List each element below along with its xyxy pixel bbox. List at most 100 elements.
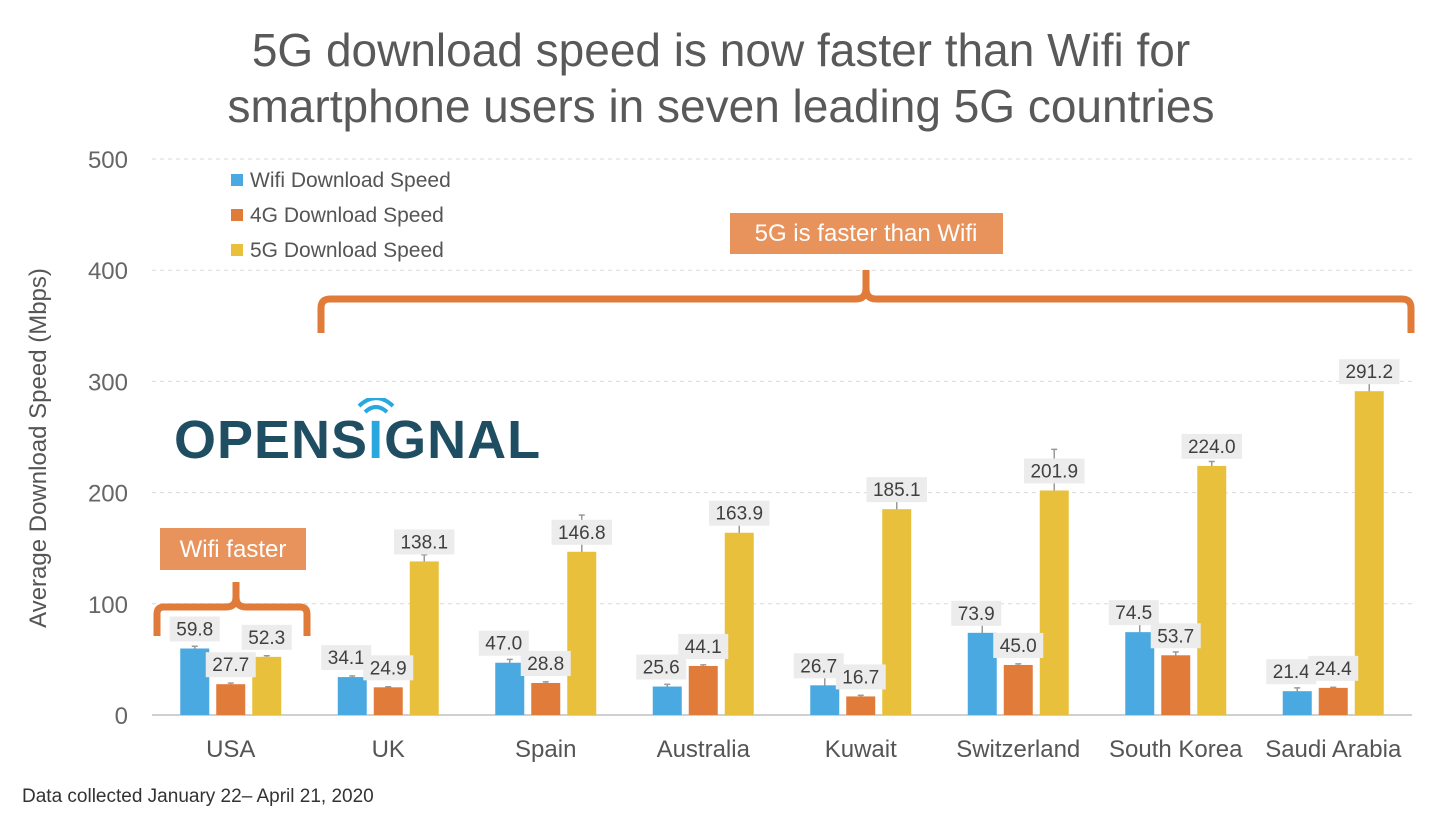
data-label: 185.1: [873, 480, 921, 501]
wifi-faster-text: Wifi faster: [180, 536, 287, 563]
data-label: 52.3: [248, 628, 285, 649]
data-label: 146.8: [558, 523, 606, 544]
data-label-bg: [636, 654, 687, 680]
logo-text: OPENSIGNAL: [174, 410, 541, 468]
data-label: 47.0: [485, 634, 522, 655]
y-tick-label: 400: [88, 258, 128, 285]
y-tick-label: 0: [115, 703, 128, 730]
chart-title-line-1: 5G download speed is now faster than Wif…: [251, 24, 1191, 76]
data-label: 21.4: [1273, 662, 1310, 683]
legend-entry: 4G Download Speed: [250, 204, 444, 227]
data-label-bg: [709, 500, 770, 526]
data-label: 24.4: [1315, 659, 1352, 680]
data-label: 163.9: [715, 504, 763, 525]
data-label-bg: [793, 653, 844, 679]
bar: [1282, 691, 1312, 715]
chart-title: 5G download speed is now faster than Wif…: [0, 22, 1442, 134]
legend-entry: 5G Download Speed: [250, 239, 444, 262]
data-label: 25.6: [643, 658, 680, 679]
x-category-label: USA: [206, 736, 255, 763]
data-label-bg: [951, 600, 1002, 626]
bar: [1039, 490, 1069, 715]
bar: [567, 551, 597, 715]
fiveg-faster-box: [730, 213, 1003, 254]
data-label: 24.9: [370, 658, 407, 679]
bar: [373, 687, 403, 715]
bar: [846, 696, 876, 715]
data-label-bg: [394, 529, 455, 555]
bar: [252, 656, 282, 715]
x-category-label: Saudi Arabia: [1265, 736, 1402, 763]
data-label-bg: [520, 650, 571, 676]
x-axis-categories: USA UK Spain Australia Kuwait Switzerland Sout…: [206, 736, 1402, 763]
bars: [180, 391, 1384, 715]
data-label: 201.9: [1030, 461, 1078, 482]
y-tick-label: 100: [88, 592, 128, 619]
data-label-bg: [205, 652, 256, 678]
bar: [216, 684, 246, 715]
bar: [652, 686, 682, 715]
data-label-bg: [478, 630, 529, 656]
x-category-label: Australia: [657, 736, 751, 763]
data-label: 224.0: [1188, 437, 1236, 458]
bar: [810, 685, 840, 715]
bar: [180, 648, 210, 715]
chart-title-line-2: smartphone users in seven leading 5G cou…: [227, 80, 1215, 132]
x-category-label: UK: [372, 736, 405, 763]
data-label-bg: [993, 632, 1044, 658]
data-label-bg: [1181, 433, 1242, 459]
wifi-faster-box: [160, 528, 306, 570]
legend-swatch: [231, 209, 243, 221]
bar: [724, 532, 754, 715]
data-label: 74.5: [1115, 603, 1152, 624]
data-label: 26.7: [800, 656, 837, 677]
bar: [1161, 655, 1191, 715]
data-label-bg: [551, 519, 612, 545]
data-label: 53.7: [1157, 626, 1194, 647]
wifi-faster-annotation: Wifi faster: [153, 528, 311, 636]
data-label-bg: [241, 624, 292, 650]
data-labels: 59.8 27.7 52.3 34.1 24.9 138.1 47.028.8 146.8 25…: [169, 359, 1400, 690]
legend-swatch: [231, 244, 243, 256]
legend-entry: Wifi Download Speed: [250, 169, 451, 192]
bar: [882, 509, 912, 715]
bar: [531, 682, 561, 715]
fiveg-faster-text: 5G is faster than Wifi: [755, 220, 978, 247]
data-label-bg: [1150, 623, 1201, 649]
data-label: 16.7: [842, 667, 879, 688]
data-label: 291.2: [1345, 362, 1393, 383]
signal-icon: [363, 405, 389, 414]
data-label-bg: [866, 477, 927, 503]
data-label: 27.7: [212, 655, 249, 676]
signal-arc-icon: [357, 398, 395, 408]
y-axis-label: Average Download Speed (Mbps): [25, 268, 52, 628]
data-label-bg: [835, 664, 886, 690]
data-label-bg: [1108, 600, 1159, 626]
y-tick-label: 500: [88, 147, 128, 174]
bar: [495, 662, 525, 715]
data-label-bg: [169, 616, 220, 642]
footnote: Data collected January 22– April 21, 202…: [22, 786, 374, 807]
bar: [688, 665, 718, 715]
wifi-faster-brace: [153, 582, 311, 636]
fiveg-faster-brace: [317, 270, 1415, 333]
bar: [1003, 664, 1033, 715]
opensignal-logo: OPENSIGNAL: [174, 398, 541, 468]
data-label-bg: [363, 655, 414, 681]
data-label: 28.8: [527, 654, 564, 675]
data-label-bg: [1308, 655, 1359, 681]
x-category-label: South Korea: [1109, 736, 1243, 763]
y-axis: 0 100 200 300 400 500: [88, 147, 128, 730]
x-category-label: Switzerland: [956, 736, 1080, 763]
bar: [409, 561, 439, 715]
bar: [337, 677, 367, 715]
data-label-bg: [1266, 659, 1317, 685]
data-label: 44.1: [685, 637, 722, 658]
legend-swatch: [231, 174, 243, 186]
fiveg-faster-annotation: 5G is faster than Wifi: [317, 213, 1415, 333]
x-category-label: Kuwait: [825, 736, 897, 763]
data-label: 45.0: [1000, 636, 1037, 657]
y-tick-label: 200: [88, 481, 128, 508]
data-label-bg: [678, 633, 729, 659]
